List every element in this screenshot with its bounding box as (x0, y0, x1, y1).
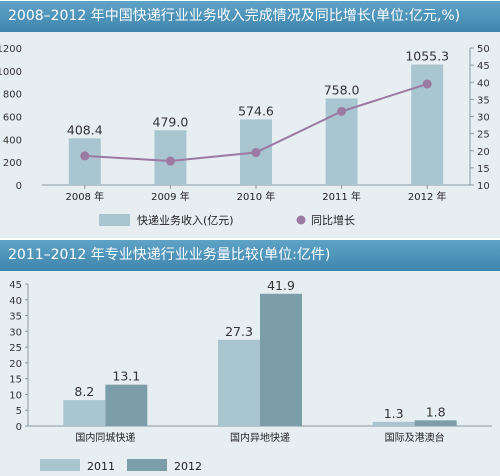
y2-tick-label: 25 (477, 130, 490, 141)
y-tick-label: 25 (9, 343, 22, 354)
growth-point (337, 106, 347, 116)
y-tick-label: 20 (9, 359, 22, 370)
y-tick-label: 800 (3, 90, 22, 101)
x-tick-label: 2009 年 (151, 190, 190, 203)
y-tick-label: 600 (3, 113, 22, 124)
revenue-value-label: 574.6 (238, 103, 274, 118)
legend-label-growth: 同比增长 (311, 213, 355, 227)
revenue-bar (68, 138, 101, 185)
y-tick-label: 5 (16, 406, 22, 417)
legend-label-revenue: 快递业务收入(亿元) (137, 213, 234, 227)
volume-bar-2012 (260, 293, 302, 426)
revenue-value-label: 408.4 (67, 122, 103, 137)
y-tick-label: 45 (9, 280, 22, 291)
growth-point (422, 79, 432, 89)
y-tick-label: 200 (3, 158, 22, 169)
y-tick-label: 40 (9, 296, 22, 307)
volume-value-label: 41.9 (267, 278, 295, 293)
chart2-panel: 0 5 10 15 20 25 30 35 40 45 8.2 13.1 国内同城快递 27.3 41.9 国… (0, 271, 500, 476)
y2-tick-label: 30 (477, 113, 490, 124)
growth-point (80, 151, 90, 161)
y-tick-label: 35 (9, 312, 22, 323)
y-tick-label: 30 (9, 327, 22, 338)
volume-bar-2011 (218, 339, 260, 426)
legend-label-2012: 2012 (174, 460, 202, 473)
legend-swatch-2011 (40, 459, 80, 471)
x-tick-label: 国内异地快递 (230, 431, 290, 444)
growth-point (251, 147, 261, 157)
legend-swatch-2012 (127, 459, 167, 471)
x-tick-label: 国际及港澳台 (385, 431, 445, 444)
y-tick-label: 1000 (0, 67, 22, 78)
chart1-title: 2008–2012 年中国快递行业业务收入完成情况及同比增长(单位:亿元,%) (0, 1, 500, 32)
y2-tick-label: 45 (477, 61, 490, 72)
y2-tick-label: 10 (477, 181, 490, 192)
chart2-title: 2011–2012 年专业快递行业业务量比较(单位:亿件) (0, 240, 500, 271)
y-tick-label: 15 (9, 375, 22, 386)
chart1-panel: 0 200 400 600 800 1000 1200 10 15 20 25 30 35 40 45 50 4… (0, 32, 500, 238)
y-tick-label: 400 (3, 135, 22, 146)
y2-tick-label: 20 (477, 147, 490, 158)
volume-value-label: 1.8 (426, 404, 446, 419)
y2-tick-label: 40 (477, 78, 490, 89)
volume-value-label: 1.3 (384, 406, 404, 421)
y2-tick-label: 50 (477, 44, 490, 55)
legend-label-2011: 2011 (87, 460, 115, 473)
y2-tick-label: 15 (477, 164, 490, 175)
y-tick-label: 0 (16, 422, 22, 433)
volume-value-label: 13.1 (112, 369, 140, 384)
y-tick-label: 10 (9, 390, 22, 401)
revenue-value-label: 479.0 (153, 114, 189, 129)
growth-point (165, 156, 175, 166)
x-tick-label: 2008 年 (65, 190, 104, 203)
x-tick-label: 国内同城快递 (75, 431, 135, 444)
legend-swatch-growth (296, 215, 306, 225)
volume-chart: 0 5 10 15 20 25 30 35 40 45 8.2 13.1 国内同城快递 27.3 41.9 国… (9, 278, 492, 473)
legend-swatch-revenue (99, 214, 130, 226)
volume-value-label: 27.3 (225, 324, 253, 339)
revenue-chart: 0 200 400 600 800 1000 1200 10 15 20 25 30 35 40 45 50 4… (0, 44, 490, 227)
volume-value-label: 8.2 (74, 384, 94, 399)
volume-bar-2012 (105, 384, 148, 426)
x-tick-label: 2012 年 (408, 190, 447, 203)
x-tick-label: 2010 年 (237, 190, 276, 203)
volume-bar-2011 (63, 400, 106, 426)
y2-tick-label: 35 (477, 95, 490, 106)
volume-bar-2011 (372, 421, 415, 426)
volume-bar-2012 (414, 420, 457, 426)
y-tick-label: 1200 (0, 44, 22, 55)
revenue-value-label: 1055.3 (405, 49, 449, 64)
revenue-value-label: 758.0 (324, 82, 360, 97)
x-tick-label: 2011 年 (322, 190, 361, 203)
y-tick-label: 0 (16, 181, 22, 192)
